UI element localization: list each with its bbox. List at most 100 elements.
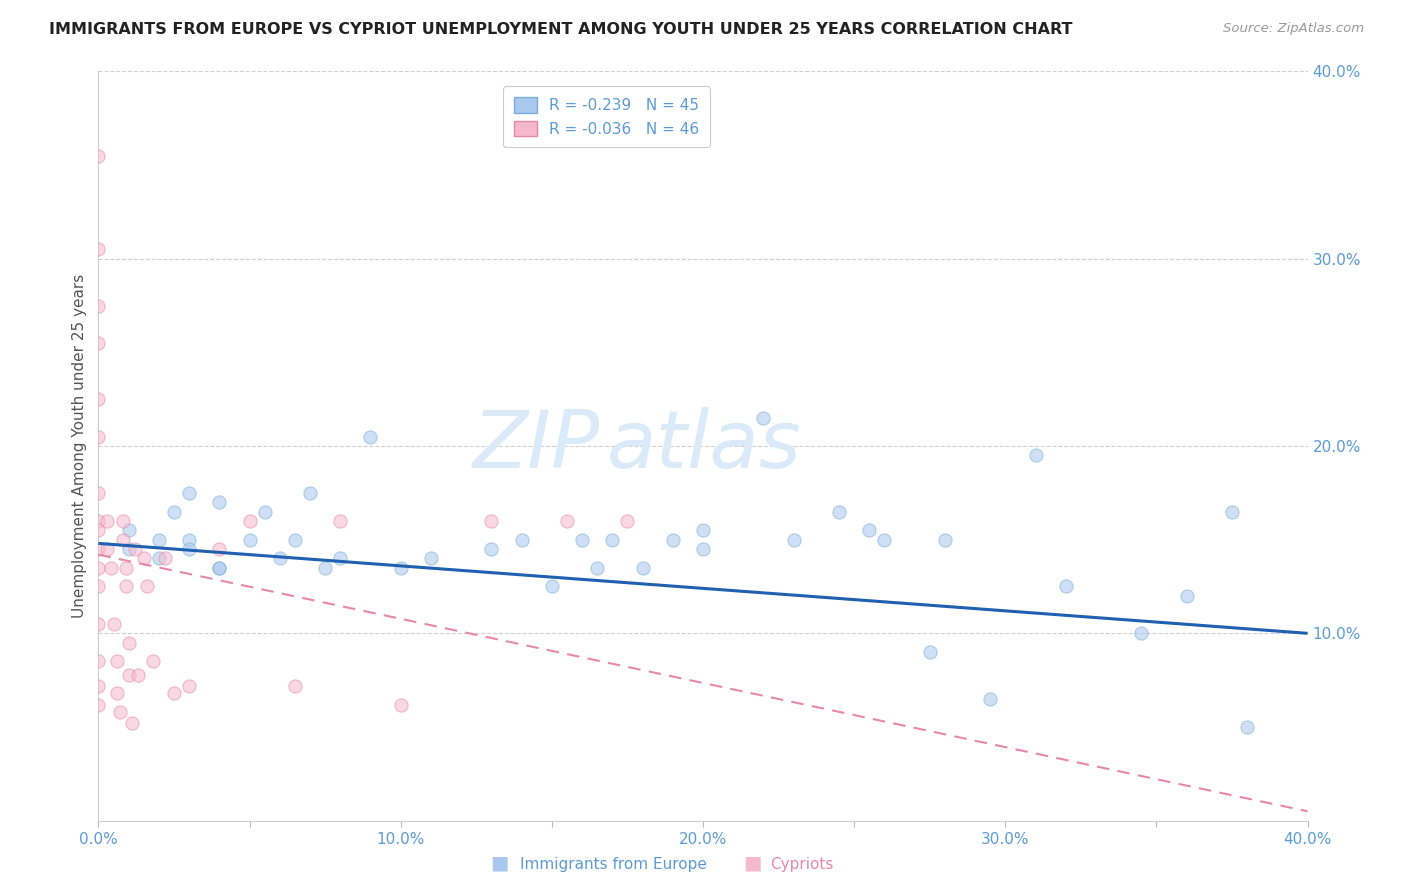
- Point: [602, 533, 624, 547]
- Point: [118, 542, 141, 557]
- Point: [571, 533, 593, 547]
- Point: [253, 505, 276, 519]
- Point: [481, 514, 503, 528]
- Point: [269, 551, 291, 566]
- Point: [179, 679, 201, 693]
- Text: Source: ZipAtlas.com: Source: ZipAtlas.com: [1223, 22, 1364, 36]
- Point: [208, 561, 231, 575]
- Point: [114, 580, 136, 594]
- Point: [105, 655, 128, 669]
- Point: [96, 542, 118, 557]
- Point: [314, 561, 336, 575]
- Point: [586, 561, 609, 575]
- Point: [87, 524, 110, 538]
- Point: [87, 243, 110, 257]
- Point: [360, 430, 382, 444]
- Text: ■: ■: [489, 854, 509, 872]
- Point: [420, 551, 443, 566]
- Point: [87, 149, 110, 163]
- Point: [934, 533, 956, 547]
- Point: [87, 655, 110, 669]
- Point: [87, 580, 110, 594]
- Point: [540, 580, 562, 594]
- Point: [918, 645, 941, 659]
- Point: [828, 505, 851, 519]
- Point: [692, 524, 714, 538]
- Point: [179, 542, 201, 557]
- Point: [555, 514, 578, 528]
- Point: [111, 533, 134, 547]
- Point: [87, 679, 110, 693]
- Point: [132, 551, 155, 566]
- Point: [87, 486, 110, 500]
- Point: [114, 561, 136, 575]
- Point: [153, 551, 176, 566]
- Point: [135, 580, 157, 594]
- Y-axis label: Unemployment Among Youth under 25 years: Unemployment Among Youth under 25 years: [72, 274, 87, 618]
- Point: [389, 561, 412, 575]
- Point: [510, 533, 533, 547]
- Point: [329, 514, 352, 528]
- Point: [87, 617, 110, 632]
- Point: [108, 705, 131, 719]
- Point: [87, 336, 110, 351]
- Point: [118, 635, 141, 649]
- Point: [1236, 720, 1258, 734]
- Point: [979, 692, 1001, 706]
- Point: [616, 514, 638, 528]
- Point: [389, 698, 412, 712]
- Point: [87, 514, 110, 528]
- Point: [118, 667, 141, 681]
- Text: atlas: atlas: [606, 407, 801, 485]
- Point: [111, 514, 134, 528]
- Point: [118, 524, 141, 538]
- Point: [1024, 449, 1046, 463]
- Point: [163, 686, 186, 700]
- Point: [179, 533, 201, 547]
- Point: [284, 533, 307, 547]
- Point: [1130, 626, 1153, 640]
- Point: [299, 486, 322, 500]
- Point: [124, 542, 146, 557]
- Point: [329, 551, 352, 566]
- Point: [481, 542, 503, 557]
- Point: [179, 486, 201, 500]
- Point: [661, 533, 683, 547]
- Point: [858, 524, 880, 538]
- Point: [87, 430, 110, 444]
- Point: [208, 561, 231, 575]
- Point: [752, 411, 775, 425]
- Text: IMMIGRANTS FROM EUROPE VS CYPRIOT UNEMPLOYMENT AMONG YOUTH UNDER 25 YEARS CORREL: IMMIGRANTS FROM EUROPE VS CYPRIOT UNEMPL…: [49, 22, 1073, 37]
- Point: [631, 561, 654, 575]
- Point: [103, 617, 125, 632]
- Point: [127, 667, 149, 681]
- Text: ■: ■: [742, 854, 762, 872]
- Point: [121, 716, 143, 731]
- Point: [783, 533, 806, 547]
- Text: ZIP: ZIP: [472, 407, 600, 485]
- Point: [1175, 589, 1198, 603]
- Text: Cypriots: Cypriots: [770, 857, 834, 872]
- Point: [142, 655, 165, 669]
- Text: Immigrants from Europe: Immigrants from Europe: [520, 857, 707, 872]
- Point: [208, 495, 231, 509]
- Point: [100, 561, 122, 575]
- Point: [105, 686, 128, 700]
- Point: [1220, 505, 1243, 519]
- Point: [692, 542, 714, 557]
- Point: [163, 505, 186, 519]
- Point: [87, 298, 110, 313]
- Point: [873, 533, 896, 547]
- Legend: R = -0.239   N = 45, R = -0.036   N = 46: R = -0.239 N = 45, R = -0.036 N = 46: [503, 87, 710, 147]
- Point: [239, 514, 262, 528]
- Point: [87, 392, 110, 407]
- Point: [87, 561, 110, 575]
- Point: [87, 542, 110, 557]
- Point: [148, 551, 170, 566]
- Point: [208, 542, 231, 557]
- Point: [284, 679, 307, 693]
- Point: [96, 514, 118, 528]
- Point: [148, 533, 170, 547]
- Point: [1054, 580, 1077, 594]
- Point: [87, 698, 110, 712]
